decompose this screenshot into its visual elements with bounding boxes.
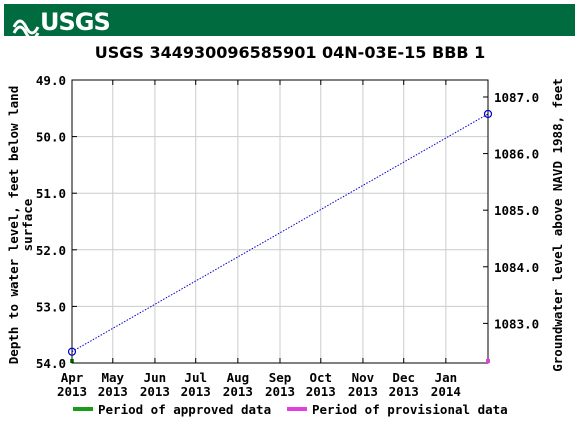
x-tick-label-year: 2013 xyxy=(223,384,253,399)
y-tick-label-left: 49.0 xyxy=(36,73,66,88)
usgs-banner: USGS xyxy=(4,4,575,37)
x-tick-label-month: Jul xyxy=(184,370,207,385)
y-tick-label-right: 1083.0 xyxy=(494,316,539,331)
legend-label-provisional: Period of provisional data xyxy=(312,402,508,417)
x-tick-label-year: 2013 xyxy=(140,384,170,399)
data-point xyxy=(483,109,493,119)
usgs-wordmark: USGS xyxy=(40,8,111,36)
x-tick-label-month: May xyxy=(101,370,124,385)
x-tick-label-month: Aug xyxy=(227,370,250,385)
x-tick-label-year: 2013 xyxy=(265,384,295,399)
series-line xyxy=(71,113,489,353)
x-tick-label-month: Nov xyxy=(352,370,375,385)
x-tick-label-month: Oct xyxy=(309,370,332,385)
y-tick-label-right: 1084.0 xyxy=(494,260,539,275)
x-tick-label-month: Sep xyxy=(269,370,292,385)
legend-label-approved: Period of approved data xyxy=(98,402,271,417)
x-tick-label-year: 2013 xyxy=(348,384,378,399)
x-tick-label-year: 2014 xyxy=(431,384,461,399)
y-tick-label-left: 51.0 xyxy=(36,186,66,201)
x-tick-label-year: 2013 xyxy=(306,384,336,399)
x-tick-label-month: Jun xyxy=(144,370,167,385)
x-tick-label-year: 2013 xyxy=(98,384,128,399)
x-tick-label-month: Apr xyxy=(61,370,84,385)
axis-layer: Apr2013May2013Jun2013Jul2013Aug2013Sep20… xyxy=(36,73,539,399)
y-tick-label-left: 50.0 xyxy=(36,130,66,145)
y-tick-label-right: 1085.0 xyxy=(494,203,539,218)
grid-layer xyxy=(71,79,488,364)
legend: Period of approved data Period of provis… xyxy=(73,402,508,417)
chart-title: USGS 344930096585901 04N-03E-15 BBB 1 xyxy=(94,43,486,62)
y-tick-label-left: 53.0 xyxy=(36,299,66,314)
y-tick-label-right: 1087.0 xyxy=(494,90,539,105)
y-tick-label-left: 52.0 xyxy=(36,243,66,258)
x-tick-label-month: Dec xyxy=(392,370,415,385)
y-tick-label-right: 1086.0 xyxy=(494,147,539,162)
y-tick-label-left: 54.0 xyxy=(36,356,66,371)
y-axis-label-right: Groundwater level above NAVD 1988, feet xyxy=(550,78,565,372)
usgs-logo-icon xyxy=(12,19,40,37)
data-point xyxy=(67,347,77,356)
x-tick-label-year: 2013 xyxy=(181,384,211,399)
x-tick-label-year: 2013 xyxy=(389,384,419,399)
y-axis-label-left-line1: Depth to water level, feet below land xyxy=(6,86,21,364)
y-axis-label-left-line2: surface xyxy=(20,198,35,251)
period-marker-provisional xyxy=(486,359,490,363)
x-tick-label-year: 2013 xyxy=(57,384,87,399)
x-tick-label-month: Jan xyxy=(435,370,458,385)
